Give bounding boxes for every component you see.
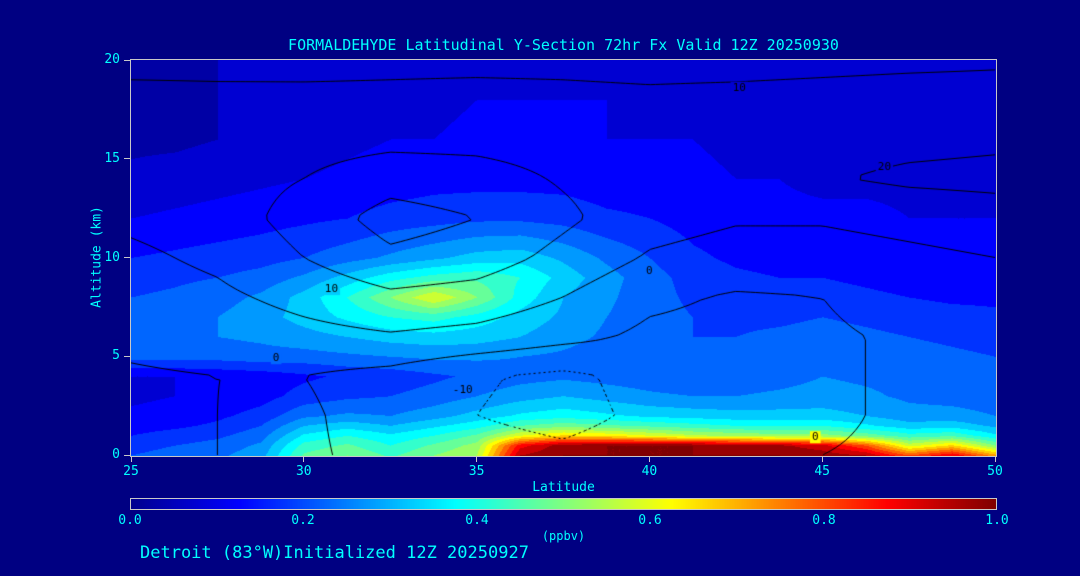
- colorbar-tick-label: 0.8: [812, 513, 836, 528]
- y-tick-mark: [124, 158, 130, 160]
- plot-frame: [130, 59, 997, 457]
- colorbar-tick-label: 0.2: [291, 513, 315, 528]
- y-tick-mark: [124, 257, 130, 258]
- x-tick-mark: [994, 457, 996, 462]
- y-tick-label: 10: [104, 249, 120, 265]
- colorbar-tick-label: 0.6: [638, 513, 662, 528]
- y-tick-mark: [124, 454, 130, 456]
- footer-caption: Detroit (83°W)Initialized 12Z 20250927: [140, 543, 529, 563]
- x-tick-mark: [648, 457, 650, 462]
- colorbar-tick-label: 0.4: [465, 513, 489, 528]
- colorbar: [130, 498, 997, 510]
- x-tick-label: 50: [987, 464, 1003, 479]
- y-tick-label: 0: [112, 447, 120, 462]
- x-tick-label: 25: [123, 464, 139, 479]
- x-tick-mark: [303, 457, 305, 462]
- y-tick-label: 20: [104, 52, 120, 67]
- x-tick-label: 45: [814, 464, 831, 479]
- x-tick-label: 40: [641, 464, 658, 479]
- y-tick-label: 15: [104, 150, 120, 166]
- y-tick-label: 5: [112, 348, 120, 364]
- x-axis-title: Latitude: [532, 480, 595, 495]
- colorbar-units-label: (ppbv): [541, 529, 586, 543]
- colorbar-tick-label: 0.0: [118, 513, 142, 528]
- x-tick-mark: [130, 457, 132, 462]
- y-tick-mark: [124, 355, 130, 357]
- x-tick-mark: [476, 457, 478, 462]
- colorbar-tick-label: 1.0: [985, 513, 1009, 528]
- x-tick-label: 35: [468, 464, 485, 479]
- y-tick-mark: [124, 59, 130, 61]
- x-tick-mark: [821, 457, 823, 462]
- x-tick-label: 30: [295, 464, 312, 479]
- chart-title: FORMALDEHYDE Latitudinal Y-Section 72hr …: [288, 36, 839, 54]
- cross-section-canvas: [131, 60, 996, 456]
- colorbar-canvas: [131, 499, 996, 509]
